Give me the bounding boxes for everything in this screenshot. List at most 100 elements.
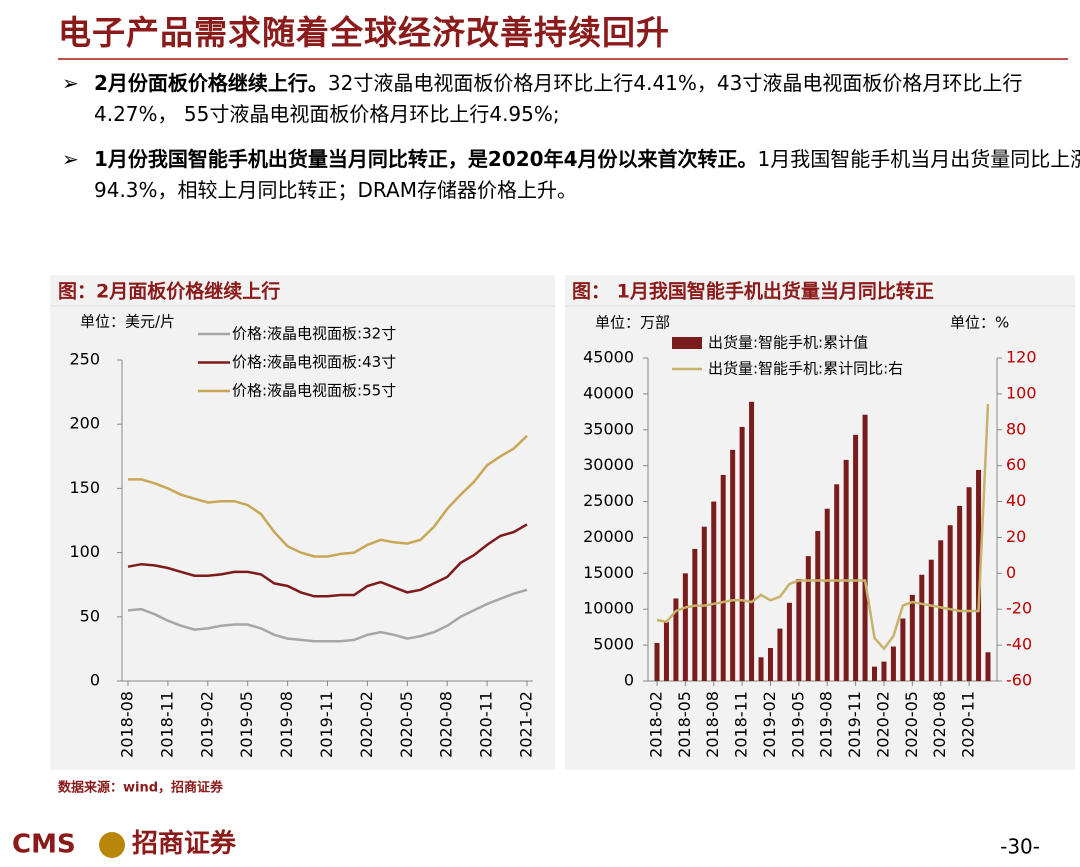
y-tick-label: 5000 <box>593 635 634 654</box>
bar <box>966 487 972 681</box>
bar <box>786 602 792 681</box>
x-tick-label: 2018-11 <box>157 691 176 758</box>
legend-label: 出货量:智能手机:累计值 <box>708 334 868 352</box>
y-tick-label: 45000 <box>583 348 634 367</box>
line <box>128 434 528 558</box>
bar <box>890 646 896 681</box>
x-tick-label: 2020-08 <box>437 691 456 758</box>
title: 电子产品需求随着全球经济改善持续回升 <box>58 13 670 52</box>
source: 数据来源：wind，招商证券 <box>58 780 224 796</box>
panel <box>565 275 1075 770</box>
bar <box>805 556 811 681</box>
y-tick-label: 50 <box>80 606 100 625</box>
rule <box>58 58 1068 60</box>
y-tick-label: 100 <box>69 542 100 561</box>
text-run: 2月份面板价格继续上行。 <box>94 71 328 95</box>
y-tick-label: 25000 <box>583 491 634 510</box>
bar <box>957 505 963 681</box>
legend-label: 出货量:智能手机:累计同比:右 <box>708 360 903 378</box>
bar <box>796 579 802 681</box>
bar <box>749 401 755 681</box>
unit-label: 单位：万部 <box>595 314 670 332</box>
x-tick-label: 2019-08 <box>817 691 836 758</box>
line <box>656 404 990 651</box>
x-tick-label: 2019-05 <box>237 691 256 758</box>
bullet: ➢ 1月份我国智能手机出货量当月同比转正，是2020年4月份以来首次转正。1月我国… <box>62 144 1080 206</box>
logo: CMS <box>12 830 76 860</box>
line <box>127 523 528 598</box>
bar <box>853 434 859 681</box>
y-tick-label: 150 <box>69 478 100 497</box>
x-tick-label: 2019-11 <box>317 691 336 758</box>
y-tick-label: 200 <box>69 414 100 433</box>
legend-label: 价格:液晶电视面板:32寸 <box>232 325 396 343</box>
bar <box>909 594 915 681</box>
chart-title: 图： 1月我国智能手机出货量当月同比转正 <box>572 280 934 303</box>
y-tick-label: 10000 <box>583 599 634 618</box>
y2-tick-label: 0 <box>1006 563 1016 582</box>
logo-company: 招商证券 <box>132 828 237 859</box>
bar <box>663 622 669 681</box>
y2-tick-label: 20 <box>1006 527 1026 546</box>
bar <box>815 530 821 681</box>
y2-tick-label: -60 <box>1006 671 1032 690</box>
bar <box>881 661 887 681</box>
x-tick-label: 2018-08 <box>703 691 722 758</box>
bar <box>862 414 868 681</box>
y2-tick-label: 120 <box>1006 348 1037 367</box>
bar <box>777 628 783 681</box>
bar <box>711 501 717 681</box>
bar <box>938 540 944 681</box>
bar <box>985 652 991 681</box>
y-tick-label: 30000 <box>583 455 634 474</box>
text-run: 32寸液晶电视面板价格月环比上行4.41%，43寸液晶电视面板价格月环比上行4.… <box>94 71 1023 126</box>
bar <box>928 559 934 681</box>
y2-tick-label: 40 <box>1006 491 1026 510</box>
y-tick-label: 250 <box>69 350 100 369</box>
x-tick-label: 2020-02 <box>357 691 376 758</box>
bar <box>739 426 745 681</box>
panel <box>50 275 555 770</box>
x-tick-label: 2019-08 <box>277 691 296 758</box>
logo-icon <box>99 832 125 858</box>
y2-tick-label: 80 <box>1006 419 1026 438</box>
unit-label: 单位：美元/片 <box>80 313 175 331</box>
text-run: 1月份我国智能手机出货量当月同比转正，是2020年4月份以来首次转正。 <box>94 147 758 171</box>
text-run: 1月我国智能手机当月出货量同比上涨94.3%，相较上月同比转正；DRAM存储器价… <box>94 147 1080 202</box>
bar <box>730 449 736 681</box>
y-tick-label: 0 <box>624 671 634 690</box>
chart-title: 图：2月面板价格继续上行 <box>58 280 280 303</box>
bar <box>720 474 726 681</box>
bullet-marker: ➢ <box>62 147 79 171</box>
y2-tick-label: 60 <box>1006 455 1026 474</box>
bar <box>900 618 906 681</box>
y2-tick-label: -40 <box>1006 635 1032 654</box>
bar <box>947 525 953 681</box>
y2-tick-label: 100 <box>1006 383 1037 402</box>
bar <box>872 666 878 681</box>
bullet: ➢ 2月份面板价格继续上行。32寸液晶电视面板价格月环比上行4.41%，43寸液晶… <box>62 68 1080 130</box>
x-tick-label: 2018-08 <box>118 691 137 758</box>
bar <box>673 598 679 681</box>
x-tick-label: 2020-05 <box>397 691 416 758</box>
x-tick-label: 2018-05 <box>675 691 694 758</box>
bar <box>919 574 925 681</box>
x-tick-label: 2018-02 <box>647 691 666 758</box>
y-tick-label: 15000 <box>583 563 634 582</box>
bar <box>824 508 830 681</box>
x-tick-label: 2020-05 <box>902 691 921 758</box>
x-tick-label: 2019-02 <box>760 691 779 758</box>
y-tick-label: 35000 <box>583 419 634 438</box>
line <box>127 588 528 643</box>
x-tick-label: 2020-11 <box>959 691 978 758</box>
page-number: -30- <box>1000 835 1040 859</box>
y2-tick-label: -20 <box>1006 599 1032 618</box>
x-tick-label: 2018-11 <box>732 691 751 758</box>
y-tick-label: 0 <box>90 671 100 690</box>
legend-label: 价格:液晶电视面板:55寸 <box>232 382 396 400</box>
x-tick-label: 2021-02 <box>517 691 536 758</box>
bar <box>843 459 849 681</box>
legend-label: 价格:液晶电视面板:43寸 <box>232 353 396 371</box>
